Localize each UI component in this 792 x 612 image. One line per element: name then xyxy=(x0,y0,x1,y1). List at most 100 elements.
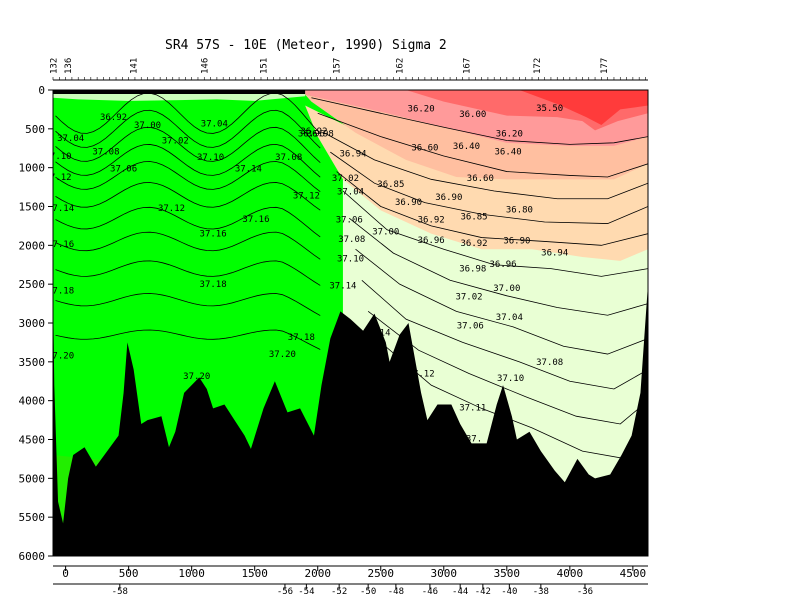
station-label: 172 xyxy=(533,58,543,74)
contour-line xyxy=(55,109,321,149)
layer-36-60 xyxy=(305,105,648,261)
contour-label: 37.10 xyxy=(337,255,364,265)
contour-label: 36.20 xyxy=(496,129,523,139)
y-tick-label: 1500 xyxy=(19,201,46,214)
contour-label: 36.92 xyxy=(300,127,327,137)
contour-label: 37.08 xyxy=(92,147,119,157)
contour-line xyxy=(355,248,648,355)
contour-line xyxy=(367,311,648,425)
contour-label: 36.90 xyxy=(435,193,462,203)
contour-label: 37.08 xyxy=(536,358,563,368)
y-tick-label: 500 xyxy=(25,123,45,136)
contour-label: 36.60 xyxy=(467,174,494,184)
contour-line xyxy=(55,143,321,178)
contour-label: 37.04 xyxy=(337,188,364,198)
station-label: 141 xyxy=(130,58,140,74)
contour-label: 37.14 xyxy=(47,204,74,214)
x-tick-label: 2000 xyxy=(304,567,331,580)
contour-label: 37.12 xyxy=(293,192,320,202)
latitude-label: -44 xyxy=(452,587,468,597)
contour-line xyxy=(55,161,321,193)
contour-line xyxy=(348,217,648,316)
contour-label: 37.02 xyxy=(162,136,189,146)
contour-label: 36.60 xyxy=(411,143,438,153)
station-label: 132 xyxy=(50,58,60,74)
latitude-label: -54 xyxy=(298,587,314,597)
latitude-label: -46 xyxy=(422,587,438,597)
contour-label: 36.90 xyxy=(395,198,422,208)
latitude-label: -38 xyxy=(533,587,549,597)
contour-label: 37.04 xyxy=(201,119,228,129)
contour-label: 36.85 xyxy=(460,213,487,223)
contour-label: 37.18 xyxy=(47,286,74,296)
contour-label: 37.20 xyxy=(269,350,296,360)
contour-label: 37.12 xyxy=(158,204,185,214)
y-tick-label: 4500 xyxy=(19,434,46,447)
y-tick-label: 3000 xyxy=(19,317,46,330)
y-tick-label: 5500 xyxy=(19,511,46,524)
contour-label: 36.40 xyxy=(495,147,522,157)
contour-label: 36.20 xyxy=(408,105,435,115)
contour-label: 37.10 xyxy=(44,152,71,162)
contour-label: 37.06 xyxy=(457,321,484,331)
contour-label: 36.90 xyxy=(503,237,530,247)
x-tick-label: 0 xyxy=(62,567,69,580)
station-label: 177 xyxy=(600,58,610,74)
y-tick-label: 0 xyxy=(38,84,45,97)
contour-line xyxy=(55,182,321,211)
contour-label: 37.14 xyxy=(235,164,262,174)
contour-label: 37.14 xyxy=(329,282,356,292)
latitude-label: -36 xyxy=(577,587,593,597)
contour-line xyxy=(55,293,321,316)
contour-line xyxy=(55,126,321,163)
contour-label: 37.12 xyxy=(44,173,71,183)
x-tick-label: 1000 xyxy=(178,567,205,580)
station-label: 146 xyxy=(200,58,210,74)
contour-label: 36.98 xyxy=(459,265,486,275)
contour-label: 36.85 xyxy=(377,180,404,190)
contour-label: 37.18 xyxy=(288,333,315,343)
y-tick-label: 2000 xyxy=(19,239,46,252)
latitude-label: -50 xyxy=(360,587,376,597)
contour-label: 36.94 xyxy=(339,150,366,160)
x-tick-label: 3500 xyxy=(494,567,521,580)
y-tick-label: 5000 xyxy=(19,472,46,485)
latitude-label: -56 xyxy=(277,587,293,597)
contour-label: 37.12 xyxy=(408,369,435,379)
contour-line xyxy=(330,151,648,224)
contour-label: 37.18 xyxy=(200,280,227,290)
contour-label: 37.00 xyxy=(134,121,161,131)
layer-35-50 xyxy=(519,90,648,125)
contour-label: 37.20 xyxy=(47,352,74,362)
y-tick-label: 3500 xyxy=(19,356,46,369)
station-label: 162 xyxy=(396,58,406,74)
contour-line xyxy=(336,171,648,246)
station-label: 157 xyxy=(333,58,343,74)
contour-label: 36.94 xyxy=(541,248,568,258)
contour-label: 37.08 xyxy=(275,153,302,163)
latitude-label: -42 xyxy=(475,587,491,597)
contour-line xyxy=(342,190,648,277)
contour-line xyxy=(55,329,321,350)
x-tick-label: 3000 xyxy=(431,567,458,580)
latitude-label: -40 xyxy=(501,587,517,597)
contour-label: 37.04 xyxy=(57,134,84,144)
surface-strip xyxy=(53,90,306,94)
contour-line xyxy=(317,112,648,178)
latitude-label: -48 xyxy=(388,587,404,597)
contour-label: 36.96 xyxy=(489,260,516,270)
contour-label: 35.50 xyxy=(536,104,563,114)
station-label: 151 xyxy=(260,58,270,74)
latitude-label: -58 xyxy=(112,587,128,597)
contour-label: 36.92 xyxy=(100,113,127,123)
contour-line xyxy=(311,97,648,145)
contour-label: 37.06 xyxy=(110,164,137,174)
x-tick-label: 4500 xyxy=(620,567,647,580)
contour-label: 37.02 xyxy=(332,174,359,184)
station-label: 167 xyxy=(462,58,472,74)
contour-label: 37. xyxy=(466,435,482,445)
contour-label: 36.80 xyxy=(506,206,533,216)
contour-line xyxy=(55,231,321,260)
contour-label: 37.11 xyxy=(459,404,486,414)
